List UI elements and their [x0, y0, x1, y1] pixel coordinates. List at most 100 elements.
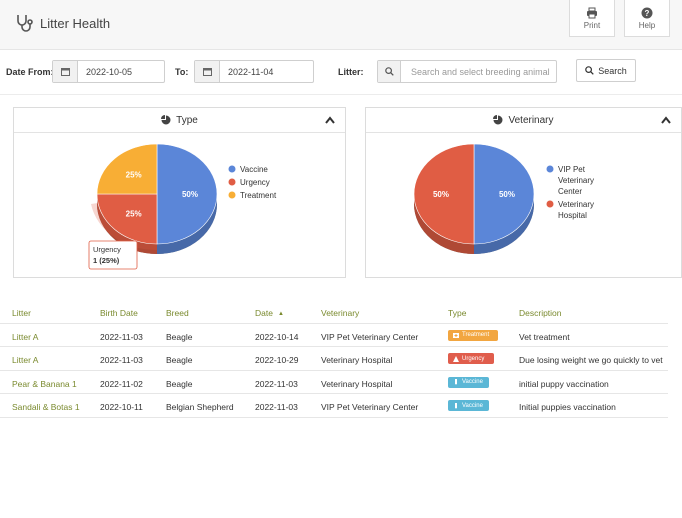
- row-litter-link[interactable]: Litter A: [12, 355, 39, 365]
- pie-label-urgency: 25%: [126, 209, 142, 218]
- svg-text:?: ?: [645, 9, 650, 18]
- pie-label-vaccine: 50%: [182, 190, 198, 199]
- date-from-value[interactable]: 2022-10-05: [86, 66, 133, 77]
- row-breed: Beagle: [166, 378, 193, 389]
- type-badge-label: Vaccine: [462, 402, 483, 409]
- pie-label-treatment: 25%: [126, 171, 142, 180]
- search-icon: [378, 61, 401, 82]
- row-breed: Beagle: [166, 355, 193, 365]
- row-veterinary: VIP Pet Veterinary Center: [321, 331, 419, 342]
- row-litter-link[interactable]: Pear & Banana 1: [12, 378, 77, 389]
- row-description: initial puppy vaccination: [519, 378, 609, 389]
- tooltip-name: Urgency: [93, 245, 121, 254]
- help-button[interactable]: ? Help: [624, 0, 670, 37]
- legend-marker-vip-pet-veterinary-center: [546, 165, 554, 173]
- date-from-field[interactable]: 2022-10-05: [52, 60, 165, 83]
- date-to-field[interactable]: 2022-11-04: [194, 60, 314, 83]
- legend-label-vaccine[interactable]: Vaccine: [240, 165, 268, 174]
- date-to-value[interactable]: 2022-11-04: [228, 66, 274, 77]
- col-litter[interactable]: Litter: [12, 308, 31, 318]
- legend-marker-vaccine: [228, 165, 236, 173]
- pie-chart-icon: [161, 115, 171, 125]
- calendar-icon[interactable]: [53, 61, 78, 82]
- print-button[interactable]: Print: [569, 0, 615, 37]
- veterinary-panel: Veterinary 50% 50% VIP Pet Veterinary Center…: [365, 107, 682, 278]
- type-badge-label: Vaccine: [462, 379, 483, 385]
- col-date[interactable]: Date ▲: [255, 308, 284, 318]
- legend-label-vip-pet-veterinary-center[interactable]: Veterinary: [558, 176, 594, 185]
- sort-asc-icon[interactable]: ▲: [277, 311, 284, 317]
- row-date: 2022-11-03: [255, 402, 298, 412]
- legend-label-vip-pet-veterinary-center[interactable]: Center: [558, 187, 582, 196]
- pie-slice-treatment[interactable]: [96, 143, 158, 195]
- litter-input[interactable]: [401, 61, 556, 82]
- row-veterinary: VIP Pet Veterinary Center: [321, 402, 419, 412]
- pie-slice-urgency[interactable]: [96, 193, 158, 245]
- row-litter-link[interactable]: Litter A: [12, 331, 39, 342]
- row-breed: Belgian Shepherd: [166, 402, 234, 412]
- date-from-label: Date From:: [6, 67, 54, 77]
- pie-label-veterinary-hospital: 50%: [433, 190, 449, 199]
- date-to-label: To:: [175, 67, 189, 77]
- row-date: 2022-11-03: [255, 378, 298, 389]
- legend-label-veterinary-hospital[interactable]: Veterinary: [558, 200, 594, 209]
- type-badge-treatment: Treatment: [448, 329, 498, 341]
- chevron-up-icon[interactable]: [661, 116, 671, 124]
- type-pie-chart: 50% 25% 25% Vaccine Urgency Treatment Urgency 1…: [88, 143, 277, 270]
- pie-chart-icon: [493, 115, 503, 125]
- print-label: Print: [583, 20, 601, 30]
- table-row[interactable]: Litter A 2022-11-03 Beagle 2022-10-14 VI…: [0, 324, 668, 347]
- legend-label-urgency[interactable]: Urgency: [240, 178, 270, 187]
- row-breed: Beagle: [166, 331, 193, 342]
- tooltip-value: 1 (25%): [93, 256, 120, 265]
- table-header: Litter Birth Date Breed Date ▲ Veterinary…: [0, 300, 668, 324]
- row-birth-date: 2022-11-03: [100, 331, 143, 342]
- col-date-label: Date: [255, 308, 273, 318]
- row-date: 2022-10-29: [255, 355, 299, 365]
- medkit-icon: [453, 333, 459, 338]
- col-birth-date[interactable]: Birth Date: [100, 308, 138, 318]
- row-litter-link[interactable]: Sandali & Botas 1: [12, 402, 80, 412]
- litter-search[interactable]: [377, 60, 557, 83]
- row-birth-date: 2022-10-11: [100, 402, 143, 412]
- row-description: Initial puppies vaccination: [519, 402, 616, 412]
- filter-bar: Date From: 2022-10-05 To: 2022-11-04 Lit…: [0, 50, 682, 95]
- col-description[interactable]: Description: [519, 308, 562, 318]
- warning-icon: [453, 355, 459, 362]
- row-description: Vet treatment: [519, 331, 570, 342]
- search-button-label: Search: [598, 65, 627, 76]
- legend-label-treatment[interactable]: Treatment: [240, 191, 277, 200]
- col-veterinary[interactable]: Veterinary: [321, 308, 360, 318]
- type-badge-urgency: Urgency: [448, 353, 494, 364]
- veterinary-panel-header: Veterinary: [366, 108, 681, 133]
- legend-label-vip-pet-veterinary-center[interactable]: VIP Pet: [558, 165, 586, 174]
- table-row[interactable]: Sandali & Botas 1 2022-10-11 Belgian She…: [0, 394, 668, 418]
- col-breed[interactable]: Breed: [166, 308, 189, 318]
- printer-icon: [587, 7, 597, 18]
- type-panel-title: Type: [176, 114, 198, 126]
- type-badge-vaccine: Vaccine: [448, 400, 489, 411]
- stethoscope-icon: [17, 15, 33, 32]
- syringe-icon: [455, 379, 457, 385]
- calendar-icon[interactable]: [195, 61, 220, 82]
- veterinary-panel-title: Veterinary: [508, 114, 554, 126]
- type-badge-label: Treatment: [462, 332, 490, 338]
- app-title: Litter Health: [40, 15, 111, 31]
- legend-marker-urgency: [228, 178, 236, 186]
- col-type[interactable]: Type: [448, 308, 467, 318]
- table-row[interactable]: Litter A 2022-11-03 Beagle 2022-10-29 Ve…: [0, 347, 668, 371]
- help-label: Help: [638, 20, 656, 30]
- chevron-up-icon[interactable]: [325, 116, 335, 124]
- pie-slice-veterinary-hospital[interactable]: [413, 143, 475, 245]
- table-row[interactable]: Pear & Banana 1 2022-11-02 Beagle 2022-1…: [0, 371, 668, 394]
- row-veterinary: Veterinary Hospital: [321, 378, 393, 389]
- row-description: Due losing weight we go quickly to vet: [519, 355, 663, 365]
- pie-label-vip-pet-veterinary-center: 50%: [499, 190, 515, 199]
- legend-label-veterinary-hospital[interactable]: Hospital: [558, 211, 587, 220]
- help-icon: ?: [641, 7, 653, 18]
- search-button[interactable]: Search: [576, 59, 636, 82]
- pie-slice-vaccine[interactable]: [156, 143, 218, 245]
- type-badge-label: Urgency: [462, 355, 485, 362]
- app-header: Litter Health Print ? Help: [0, 0, 682, 50]
- pie-slice-vip-pet-veterinary-center[interactable]: [473, 143, 535, 245]
